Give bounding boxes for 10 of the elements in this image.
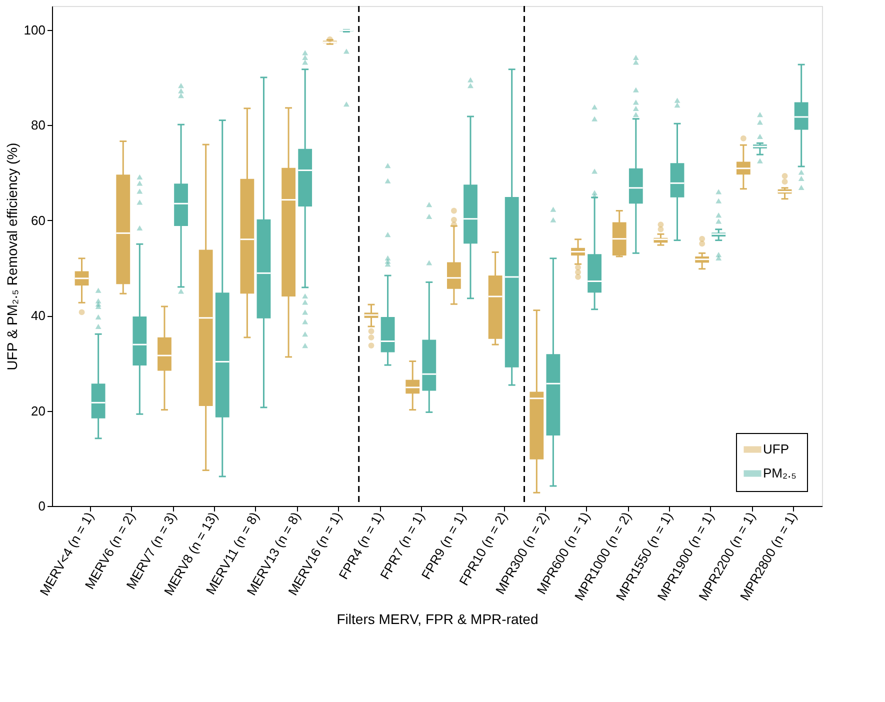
y-tick-label: 0 bbox=[38, 498, 46, 514]
legend-label: PM₂.₅ bbox=[763, 466, 796, 480]
y-tick-label: 20 bbox=[31, 403, 46, 418]
x-axis-title: Filters MERV, FPR & MPR-rated bbox=[336, 611, 538, 628]
y-tick-label: 40 bbox=[31, 308, 46, 324]
y-tick-label: 80 bbox=[31, 118, 46, 133]
legend-label: UFP bbox=[763, 442, 789, 456]
y-tick-label: 100 bbox=[24, 22, 46, 38]
y-tick-label: 60 bbox=[31, 212, 46, 228]
y-axis-title: UFP & PM₂.₅ Removal efficiency (%) bbox=[4, 142, 20, 370]
